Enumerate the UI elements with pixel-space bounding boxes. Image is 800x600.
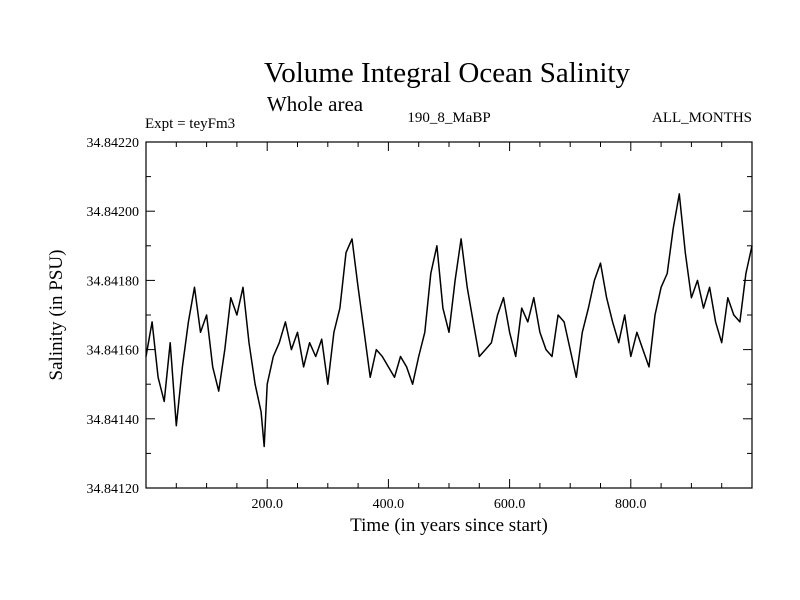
- y-tick-label: 34.84140: [87, 413, 140, 428]
- plot-frame: [145, 141, 753, 489]
- y-tick-label: 34.84120: [87, 482, 140, 497]
- x-tick-label: 400.0: [373, 497, 405, 512]
- x-tick-label: 200.0: [251, 497, 283, 512]
- y-tick-label: 34.84220: [87, 136, 140, 151]
- experiment-label: Expt = teyFm3: [145, 116, 235, 132]
- y-tick-label: 34.84180: [87, 274, 140, 289]
- y-tick-label: 34.84200: [87, 205, 140, 220]
- y-tick-label: 34.84160: [87, 344, 140, 359]
- salinity-series-line: [145, 193, 753, 448]
- chart-subtitle: Whole area: [267, 92, 364, 116]
- x-axis-label: Time (in years since start): [350, 515, 548, 536]
- x-tick-label: 600.0: [494, 497, 526, 512]
- run-label: 190_8_MaBP: [407, 110, 490, 126]
- x-tick-label: 800.0: [615, 497, 647, 512]
- months-label: ALL_MONTHS: [652, 110, 752, 126]
- y-axis-label: Salinity (in PSU): [46, 250, 67, 381]
- chart-title: Volume Integral Ocean Salinity: [264, 57, 630, 89]
